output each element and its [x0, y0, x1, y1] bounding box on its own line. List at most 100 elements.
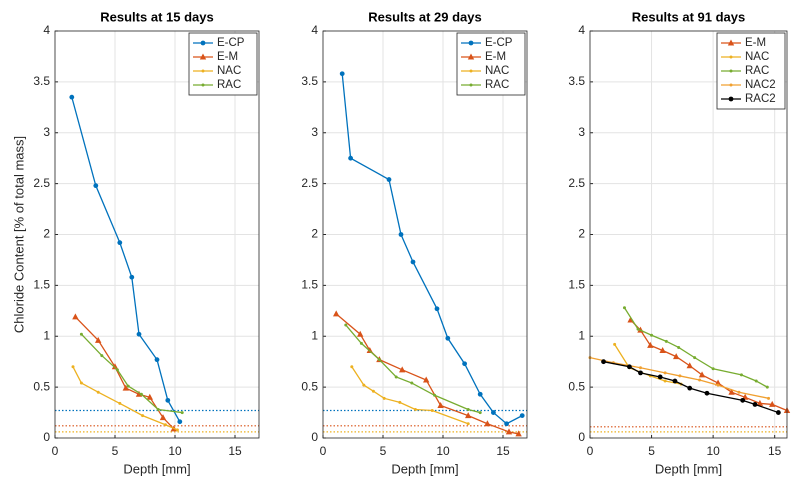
marker [201, 69, 205, 73]
marker [445, 335, 451, 341]
marker [728, 388, 735, 395]
marker [348, 155, 353, 161]
y-tick-label: 3.5 [301, 74, 318, 88]
marker [386, 177, 392, 182]
x-tick-label: 0 [52, 444, 59, 458]
marker [344, 323, 348, 327]
series-line [345, 324, 481, 414]
marker [366, 346, 373, 353]
marker [333, 310, 340, 317]
legend-label: RAC2 [745, 93, 776, 105]
marker [377, 358, 381, 362]
marker [96, 390, 100, 394]
marker [704, 390, 710, 396]
marker [437, 401, 444, 408]
marker [339, 71, 345, 77]
marker [394, 375, 398, 379]
y-tick-label: 1.5 [568, 278, 585, 292]
marker [175, 428, 179, 432]
marker [638, 370, 643, 376]
marker [371, 389, 375, 393]
marker [117, 240, 123, 246]
marker [410, 381, 414, 385]
marker [754, 379, 758, 383]
marker [165, 397, 171, 403]
series-line [351, 366, 469, 425]
marker [729, 69, 733, 73]
series-line [71, 96, 181, 423]
x-tick-label: 0 [320, 444, 327, 458]
marker [156, 408, 160, 412]
marker [622, 306, 626, 310]
marker [199, 53, 207, 60]
legend-label: NAC [217, 65, 241, 77]
marker [163, 423, 167, 427]
marker [434, 306, 440, 312]
marker [359, 341, 363, 345]
y-tick-label: 2.5 [33, 176, 50, 190]
marker [687, 385, 693, 391]
y-tick-label: 1 [43, 328, 50, 342]
axes-box [54, 30, 260, 439]
y-tick-label: 0.5 [568, 379, 585, 393]
marker [398, 400, 402, 404]
marker [650, 333, 654, 337]
marker [647, 341, 654, 348]
marker [465, 412, 472, 419]
marker [767, 396, 771, 400]
marker [154, 357, 160, 363]
marker [484, 420, 491, 427]
marker [478, 411, 482, 415]
legend-label: NAC [745, 51, 769, 63]
marker [201, 83, 205, 87]
marker [693, 356, 697, 360]
marker [664, 339, 668, 343]
chart-title: Results at 29 days [368, 9, 481, 24]
marker [727, 39, 735, 46]
marker [350, 365, 354, 369]
x-axis-label: Depth [mm] [391, 461, 458, 476]
marker [659, 346, 666, 353]
legend-label: E-M [217, 51, 238, 63]
y-tick-label: 0.5 [301, 379, 318, 393]
x-tick-label: 5 [648, 444, 655, 458]
marker [141, 414, 145, 418]
y-tick-label: 2 [311, 227, 318, 241]
marker [413, 408, 417, 412]
x-tick-label: 5 [380, 444, 387, 458]
y-tick-label: 4 [578, 23, 585, 37]
marker [423, 376, 430, 383]
chart-title: Results at 15 days [100, 9, 213, 24]
marker [159, 414, 167, 421]
marker [122, 384, 129, 391]
marker [136, 331, 142, 337]
y-tick-label: 2 [578, 227, 585, 241]
marker [382, 396, 386, 400]
legend-label: E-CP [485, 37, 513, 49]
y-tick-label: 3.5 [568, 74, 585, 88]
marker [93, 183, 99, 189]
marker [765, 385, 769, 389]
marker [663, 379, 667, 383]
subplot: 0 0.5 1 1.5 2 2.5 3 3.5 4 0 5 10 15 Results at 15 day… [11, 9, 260, 476]
marker [601, 359, 606, 365]
marker [399, 366, 406, 373]
series-line [341, 73, 523, 425]
marker [410, 259, 416, 265]
legend: E-CP E-M NAC RAC [456, 32, 526, 96]
axes-box [322, 30, 528, 439]
y-tick-label: 2 [43, 227, 50, 241]
y-tick-label: 1 [311, 328, 318, 342]
marker [491, 410, 496, 415]
y-tick-label: 3 [311, 125, 318, 139]
marker [752, 402, 758, 407]
y-tick-label: 4 [311, 23, 318, 37]
marker [71, 365, 75, 369]
x-tick-label: 10 [168, 444, 182, 458]
marker [469, 69, 473, 73]
legend-label: NAC [485, 65, 509, 77]
marker [698, 371, 706, 378]
marker [129, 274, 135, 280]
x-tick-label: 5 [112, 444, 119, 458]
